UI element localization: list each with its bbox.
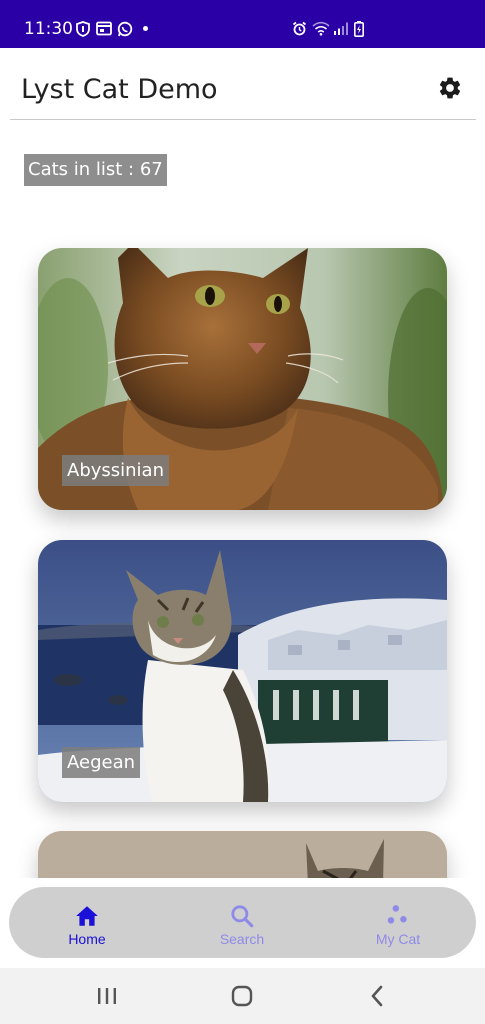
back-icon[interactable] bbox=[364, 982, 392, 1010]
cat-photo bbox=[38, 248, 447, 510]
notification-dot bbox=[143, 26, 148, 31]
paw-dots-icon bbox=[387, 905, 407, 924]
wifi-status-icon bbox=[312, 21, 330, 36]
bottom-navigation: Home Search My Cat bbox=[9, 887, 476, 958]
app-bar-divider bbox=[10, 119, 476, 120]
search-icon bbox=[231, 905, 254, 928]
nav-label-home: Home bbox=[68, 931, 106, 947]
recent-apps-icon[interactable] bbox=[93, 982, 121, 1010]
cats-count-label: Cats in list : 67 bbox=[24, 154, 167, 186]
cat-card-abyssinian[interactable]: Abyssinian bbox=[38, 248, 447, 510]
nav-label-search: Search bbox=[219, 931, 265, 947]
gear-icon bbox=[439, 77, 461, 99]
status-bar: 11:30 bbox=[0, 0, 485, 48]
settings-button[interactable] bbox=[434, 72, 466, 104]
nav-item-search[interactable]: Search bbox=[182, 887, 302, 958]
alarm-status-icon bbox=[292, 21, 307, 36]
battery-status-icon bbox=[354, 21, 364, 37]
app-title: Lyst Cat Demo bbox=[21, 74, 218, 105]
nav-item-home[interactable]: Home bbox=[27, 887, 147, 958]
nav-label-my-cat: My Cat bbox=[375, 931, 421, 947]
system-navigation-bar bbox=[0, 968, 485, 1024]
cat-name-label: Aegean bbox=[62, 747, 141, 778]
shield-status-icon bbox=[76, 21, 90, 37]
card-status-icon bbox=[96, 21, 112, 36]
home-circle-icon[interactable] bbox=[228, 982, 256, 1010]
chat-status-icon bbox=[117, 21, 133, 37]
nav-item-my-cat[interactable]: My Cat bbox=[338, 887, 458, 958]
signal-status-icon bbox=[334, 22, 348, 35]
cat-card-aegean[interactable]: Aegean bbox=[38, 540, 447, 802]
cat-name-label: Abyssinian bbox=[62, 455, 169, 486]
status-time: 11:30 bbox=[24, 19, 73, 39]
home-icon bbox=[76, 906, 98, 926]
